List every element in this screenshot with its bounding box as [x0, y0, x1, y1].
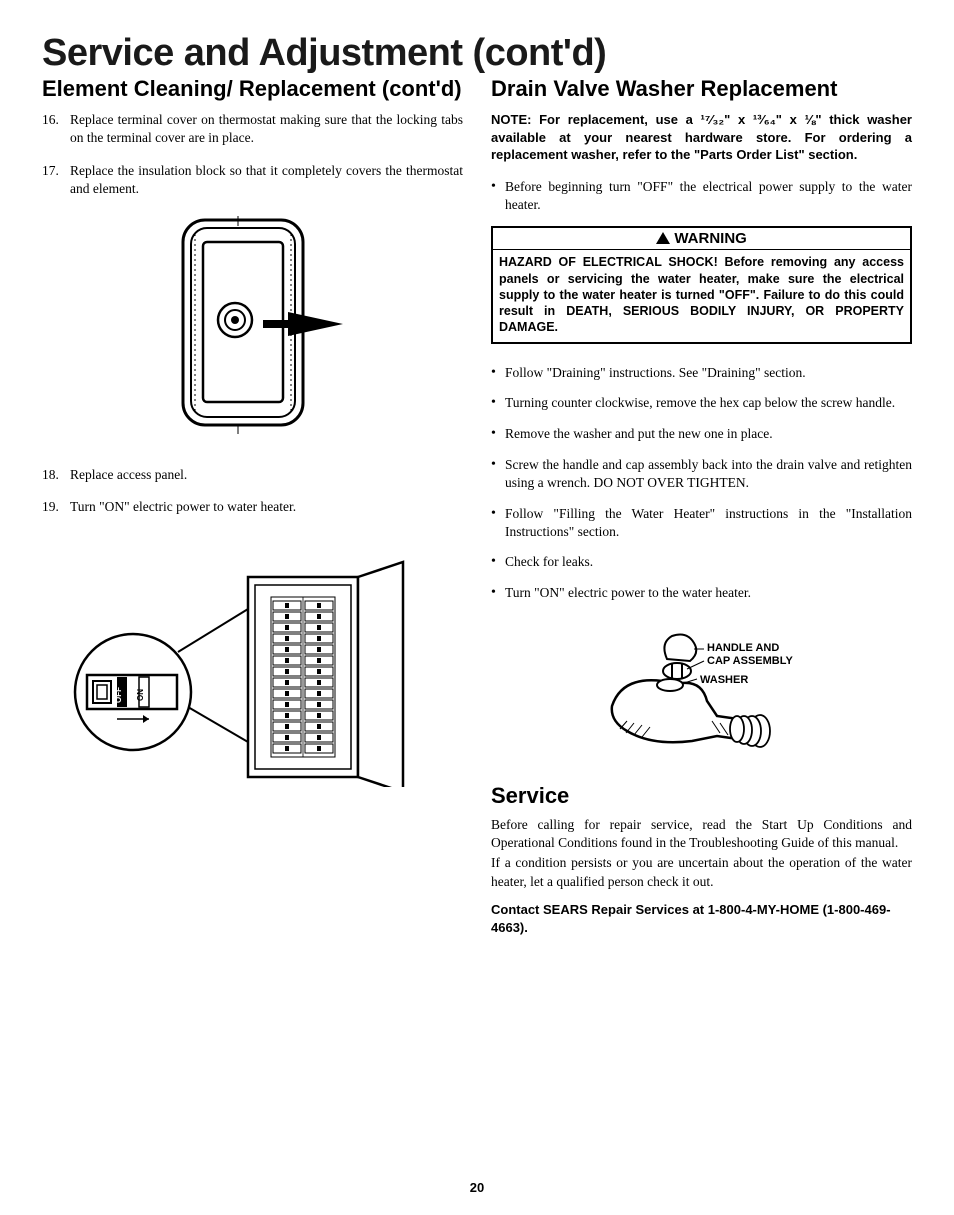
bullet-item: Remove the washer and put the new one in…: [491, 425, 912, 444]
bullet-item: Turn "ON" electric power to the water he…: [491, 584, 912, 603]
bullet-text: Before beginning turn "OFF" the electric…: [505, 178, 912, 214]
step-16: 16. Replace terminal cover on thermostat…: [42, 111, 463, 147]
step-num: 17.: [42, 162, 70, 198]
step-num: 16.: [42, 111, 70, 147]
step-text: Replace access panel.: [70, 466, 463, 484]
page-title: Service and Adjustment (cont'd): [42, 32, 912, 75]
thermostat-figure: [42, 212, 463, 442]
bullet-text: Check for leaks.: [505, 553, 593, 572]
service-p1: Before calling for repair service, read …: [491, 816, 912, 852]
drain-valve-figure: HANDLE AND CAP ASSEMBLY WASHER: [491, 621, 912, 766]
bullet-text: Follow "Draining" instructions. See "Dra…: [505, 364, 806, 383]
step-num: 18.: [42, 466, 70, 484]
service-heading: Service: [491, 784, 912, 808]
page-number: 20: [0, 1180, 954, 1195]
breaker-panel-icon: OFF ON: [73, 547, 433, 787]
bullet-text: Turn "ON" electric power to the water he…: [505, 584, 751, 603]
step-num: 19.: [42, 498, 70, 516]
bullet-text: Follow "Filling the Water Heater" instru…: [505, 505, 912, 541]
step-text: Replace the insulation block so that it …: [70, 162, 463, 198]
drain-valve-icon: HANDLE AND CAP ASSEMBLY WASHER: [572, 621, 832, 761]
bullet-item: Turning counter clockwise, remove the he…: [491, 394, 912, 413]
off-label: OFF: [114, 686, 123, 702]
content-columns: Element Cleaning/ Replacement (cont'd) 1…: [42, 77, 912, 937]
warning-title: WARNING: [674, 230, 747, 247]
bullet-text: Screw the handle and cap assembly back i…: [505, 456, 912, 492]
washer-label: WASHER: [700, 674, 748, 686]
drain-heading: Drain Valve Washer Replacement: [491, 77, 912, 101]
steps-list-2: 18. Replace access panel. 19. Turn "ON" …: [42, 466, 463, 516]
step-17: 17. Replace the insulation block so that…: [42, 162, 463, 198]
step-19: 19. Turn "ON" electric power to water he…: [42, 498, 463, 516]
warning-body: HAZARD OF ELECTRICAL SHOCK! Before remov…: [493, 250, 910, 341]
left-column: Element Cleaning/ Replacement (cont'd) 1…: [42, 77, 463, 937]
warning-triangle-icon: [656, 232, 670, 244]
bullet-item: Before beginning turn "OFF" the electric…: [491, 178, 912, 214]
on-label: ON: [136, 688, 145, 700]
right-column: Drain Valve Washer Replacement NOTE: For…: [491, 77, 912, 937]
bullet-item: Screw the handle and cap assembly back i…: [491, 456, 912, 492]
warning-box: WARNING HAZARD OF ELECTRICAL SHOCK! Befo…: [491, 226, 912, 343]
drain-bullets: Follow "Draining" instructions. See "Dra…: [491, 364, 912, 603]
step-text: Replace terminal cover on thermostat mak…: [70, 111, 463, 147]
bullet-item: Check for leaks.: [491, 553, 912, 572]
bullet-text: Turning counter clockwise, remove the he…: [505, 394, 895, 413]
handle-label: HANDLE AND: [707, 642, 779, 654]
warning-header: WARNING: [493, 228, 910, 250]
cap-label: CAP ASSEMBLY: [707, 655, 793, 667]
bullet-text: Remove the washer and put the new one in…: [505, 425, 773, 444]
steps-list-1: 16. Replace terminal cover on thermostat…: [42, 111, 463, 198]
drain-pre-bullet: Before beginning turn "OFF" the electric…: [491, 178, 912, 214]
service-p2: If a condition persists or you are uncer…: [491, 854, 912, 890]
bullet-item: Follow "Draining" instructions. See "Dra…: [491, 364, 912, 383]
bullet-item: Follow "Filling the Water Heater" instru…: [491, 505, 912, 541]
step-18: 18. Replace access panel.: [42, 466, 463, 484]
service-contact: Contact SEARS Repair Services at 1-800-4…: [491, 901, 912, 937]
breaker-figure: OFF ON: [42, 547, 463, 792]
thermostat-cover-icon: [143, 212, 363, 437]
drain-note: NOTE: For replacement, use a ¹⁷⁄₃₂" x ¹³…: [491, 111, 912, 164]
left-heading: Element Cleaning/ Replacement (cont'd): [42, 77, 463, 101]
step-text: Turn "ON" electric power to water heater…: [70, 498, 463, 516]
